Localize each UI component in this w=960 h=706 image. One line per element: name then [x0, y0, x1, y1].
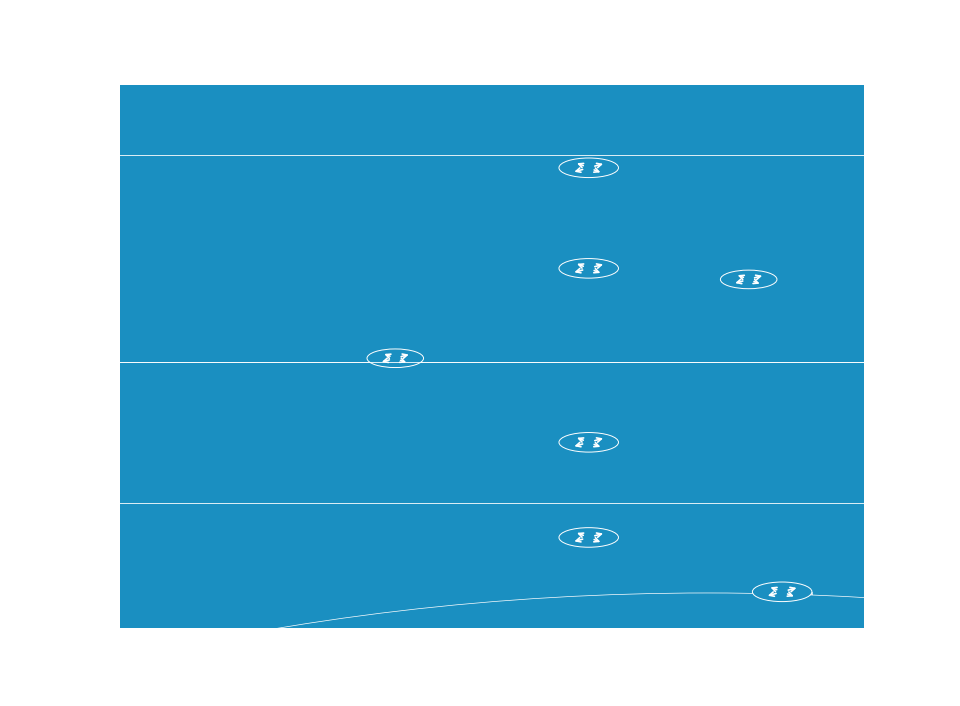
Polygon shape	[559, 168, 618, 172]
Polygon shape	[0, 0, 960, 433]
Polygon shape	[559, 268, 618, 273]
Text: dot1Q: dot1Q	[812, 582, 842, 592]
Polygon shape	[0, 0, 960, 570]
Polygon shape	[720, 280, 777, 283]
Ellipse shape	[559, 258, 618, 278]
Ellipse shape	[559, 436, 618, 456]
Polygon shape	[0, 157, 960, 706]
Ellipse shape	[559, 532, 618, 551]
Polygon shape	[559, 443, 618, 446]
Polygon shape	[559, 537, 618, 542]
Ellipse shape	[753, 586, 812, 606]
Polygon shape	[367, 358, 423, 362]
Ellipse shape	[0, 593, 960, 706]
Ellipse shape	[367, 353, 423, 371]
Text: ATM1/0: ATM1/0	[516, 409, 557, 419]
Ellipse shape	[559, 433, 618, 452]
Polygon shape	[0, 89, 960, 705]
Ellipse shape	[559, 158, 618, 178]
Ellipse shape	[559, 527, 618, 547]
Ellipse shape	[720, 274, 777, 292]
Polygon shape	[0, 0, 960, 290]
Text: ATM1/0: ATM1/0	[516, 444, 557, 454]
Polygon shape	[0, 21, 960, 638]
Ellipse shape	[367, 349, 423, 368]
Ellipse shape	[559, 162, 618, 181]
Polygon shape	[0, 0, 960, 501]
Text: ATM1/0: ATM1/0	[516, 259, 557, 269]
Ellipse shape	[753, 582, 812, 602]
Polygon shape	[753, 592, 812, 596]
Polygon shape	[0, 0, 960, 157]
Ellipse shape	[720, 270, 777, 289]
Polygon shape	[0, 0, 960, 21]
Polygon shape	[0, 290, 960, 706]
Polygon shape	[0, 225, 960, 706]
Text: ATM1/0: ATM1/0	[516, 221, 557, 231]
Ellipse shape	[559, 263, 618, 282]
Polygon shape	[0, 0, 960, 89]
Polygon shape	[0, 0, 960, 225]
